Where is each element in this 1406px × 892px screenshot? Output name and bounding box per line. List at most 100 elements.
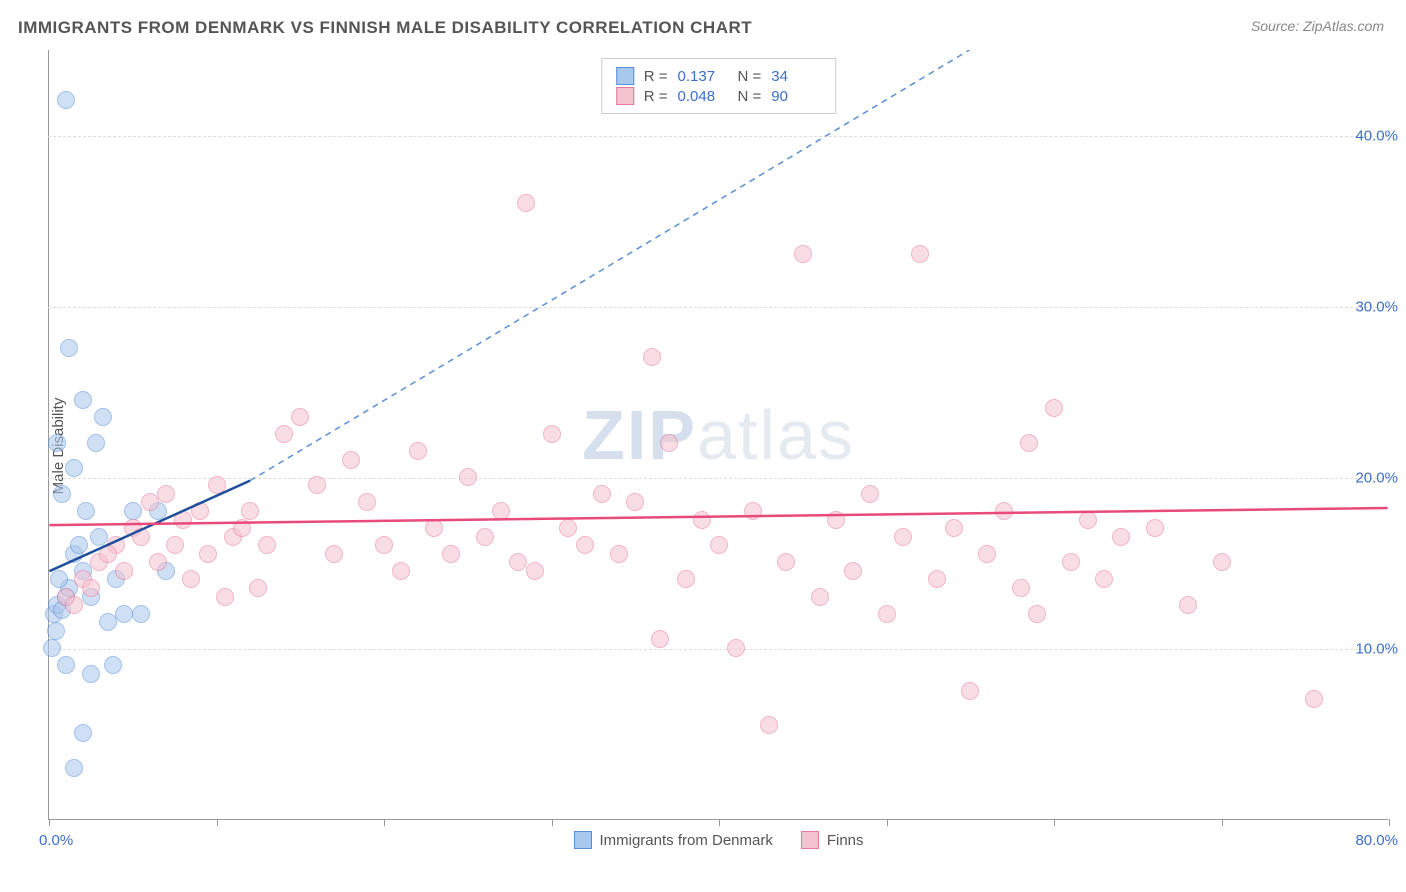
- scatter-point: [174, 511, 192, 529]
- watermark: ZIPatlas: [582, 395, 855, 475]
- scatter-point: [693, 511, 711, 529]
- scatter-point: [1146, 519, 1164, 537]
- scatter-point: [60, 339, 78, 357]
- scatter-point: [1020, 434, 1038, 452]
- scatter-point: [166, 536, 184, 554]
- legend-n-label: N =: [738, 88, 762, 105]
- scatter-point: [459, 468, 477, 486]
- scatter-point: [57, 656, 75, 674]
- scatter-point: [978, 545, 996, 563]
- scatter-point: [727, 639, 745, 657]
- scatter-point: [275, 425, 293, 443]
- legend-n-value-finns: 90: [771, 88, 821, 105]
- scatter-point: [476, 528, 494, 546]
- scatter-point: [1079, 511, 1097, 529]
- x-axis-min-label: 0.0%: [39, 832, 73, 849]
- scatter-point: [57, 91, 75, 109]
- scatter-point: [70, 536, 88, 554]
- scatter-point: [74, 724, 92, 742]
- scatter-point: [777, 553, 795, 571]
- legend-r-label: R =: [644, 68, 668, 85]
- scatter-point: [392, 562, 410, 580]
- scatter-point: [48, 434, 66, 452]
- watermark-bold: ZIP: [582, 396, 697, 474]
- correlation-legend: R = 0.137 N = 34 R = 0.048 N = 90: [601, 58, 837, 114]
- scatter-point: [1045, 399, 1063, 417]
- legend-row-finns: R = 0.048 N = 90: [616, 87, 822, 105]
- legend-swatch-finns-icon: [801, 831, 819, 849]
- scatter-point: [1112, 528, 1130, 546]
- y-tick-label: 40.0%: [1355, 127, 1398, 144]
- scatter-point: [844, 562, 862, 580]
- scatter-point: [409, 442, 427, 460]
- scatter-point: [82, 665, 100, 683]
- scatter-point: [191, 502, 209, 520]
- source-attribution: Source: ZipAtlas.com: [1251, 18, 1384, 34]
- x-tick: [1389, 819, 1390, 826]
- scatter-point: [794, 245, 812, 263]
- scatter-point: [124, 502, 142, 520]
- scatter-point: [241, 502, 259, 520]
- scatter-point: [559, 519, 577, 537]
- scatter-point: [132, 528, 150, 546]
- plot-area: ZIPatlas R = 0.137 N = 34 R = 0.048 N = …: [48, 50, 1388, 820]
- scatter-point: [710, 536, 728, 554]
- x-tick: [719, 819, 720, 826]
- scatter-point: [492, 502, 510, 520]
- scatter-point: [425, 519, 443, 537]
- scatter-point: [375, 536, 393, 554]
- x-axis-max-label: 80.0%: [1355, 832, 1398, 849]
- x-tick: [49, 819, 50, 826]
- scatter-point: [325, 545, 343, 563]
- scatter-point: [1012, 579, 1030, 597]
- scatter-point: [249, 579, 267, 597]
- scatter-point: [208, 476, 226, 494]
- scatter-point: [1305, 690, 1323, 708]
- scatter-point: [77, 502, 95, 520]
- legend-n-label: N =: [738, 68, 762, 85]
- scatter-point: [149, 553, 167, 571]
- scatter-point: [308, 476, 326, 494]
- scatter-point: [342, 451, 360, 469]
- scatter-point: [291, 408, 309, 426]
- scatter-point: [99, 545, 117, 563]
- scatter-point: [65, 596, 83, 614]
- scatter-point: [760, 716, 778, 734]
- scatter-point: [1062, 553, 1080, 571]
- legend-swatch-finns: [616, 87, 634, 105]
- legend-n-value-denmark: 34: [771, 68, 821, 85]
- chart-container: IMMIGRANTS FROM DENMARK VS FINNISH MALE …: [0, 0, 1406, 892]
- gridline-h: [48, 307, 1388, 308]
- legend-label-finns: Finns: [827, 832, 864, 849]
- scatter-point: [216, 588, 234, 606]
- scatter-point: [995, 502, 1013, 520]
- legend-item-denmark: Immigrants from Denmark: [573, 831, 772, 849]
- scatter-point: [827, 511, 845, 529]
- scatter-point: [115, 605, 133, 623]
- legend-label-denmark: Immigrants from Denmark: [599, 832, 772, 849]
- series-legend: Immigrants from Denmark Finns: [573, 831, 863, 849]
- scatter-point: [233, 519, 251, 537]
- scatter-point: [878, 605, 896, 623]
- scatter-point: [258, 536, 276, 554]
- legend-r-label: R =: [644, 88, 668, 105]
- chart-title: IMMIGRANTS FROM DENMARK VS FINNISH MALE …: [18, 18, 752, 38]
- scatter-point: [82, 579, 100, 597]
- scatter-point: [543, 425, 561, 443]
- scatter-point: [593, 485, 611, 503]
- scatter-point: [677, 570, 695, 588]
- scatter-point: [104, 656, 122, 674]
- scatter-point: [43, 639, 61, 657]
- scatter-point: [87, 434, 105, 452]
- scatter-point: [928, 570, 946, 588]
- legend-r-value-finns: 0.048: [678, 88, 728, 105]
- legend-item-finns: Finns: [801, 831, 864, 849]
- legend-swatch-denmark-icon: [573, 831, 591, 849]
- scatter-point: [74, 391, 92, 409]
- legend-r-value-denmark: 0.137: [678, 68, 728, 85]
- scatter-point: [157, 485, 175, 503]
- scatter-point: [861, 485, 879, 503]
- scatter-point: [945, 519, 963, 537]
- scatter-point: [911, 245, 929, 263]
- scatter-point: [643, 348, 661, 366]
